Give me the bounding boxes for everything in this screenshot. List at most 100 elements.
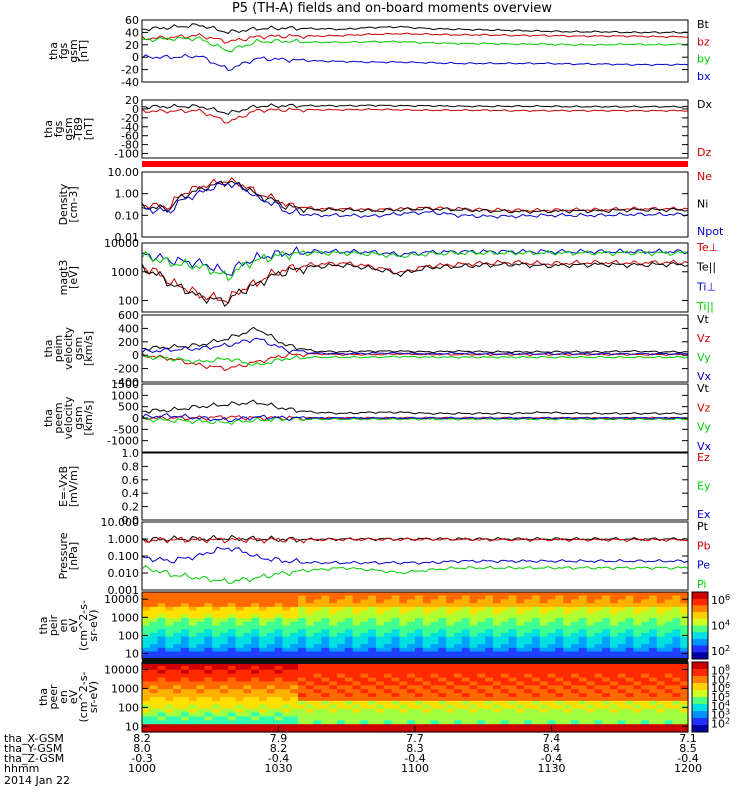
spectrogram-cell: [422, 669, 432, 675]
spectrogram-cell: [243, 693, 252, 698]
spectrogram-cell: [142, 655, 151, 660]
spectrogram-cell: [337, 640, 346, 645]
spectrogram-cell: [259, 693, 268, 698]
spectrogram-cell: [594, 606, 603, 612]
spectrogram-cell: [555, 632, 564, 638]
spectrogram-cell: [563, 625, 572, 630]
spectrogram-cell: [516, 640, 525, 645]
spectrogram-cell: [290, 618, 299, 623]
spectrogram-cell: [305, 724, 315, 729]
spectrogram-cell: [266, 640, 276, 645]
spectrogram-cell: [493, 716, 502, 721]
spectrogram-cell: [430, 724, 439, 729]
spectrogram-cell: [469, 728, 478, 733]
legend-label: Ni: [697, 198, 708, 211]
spectrogram-cell: [407, 681, 416, 686]
spectrogram-cell: [555, 599, 564, 604]
spectrogram-cell: [625, 681, 634, 686]
spectrogram-cell: [204, 632, 213, 638]
spectrogram-cell: [391, 669, 400, 675]
axis-column-value: 7.9: [270, 732, 288, 745]
spectrogram-cell: [539, 700, 549, 706]
spectrogram-cell: [446, 595, 455, 601]
spectrogram-cell: [641, 728, 650, 733]
spectrogram-cell: [641, 599, 650, 604]
spectrogram-cell: [344, 669, 354, 675]
spectrogram-cell: [571, 720, 580, 725]
spectrogram-cell: [477, 655, 486, 660]
spectrogram-cell: [516, 625, 525, 630]
spectrogram-cell: [617, 599, 627, 604]
ylabel-line: gsm: [72, 406, 85, 429]
spectrogram-cell: [368, 655, 377, 660]
spectrogram-cell: [469, 693, 478, 698]
spectrogram-cell: [383, 651, 393, 656]
spectrogram-cell: [649, 655, 658, 660]
spectrogram-cell: [571, 693, 580, 698]
spectrogram-cell: [454, 728, 463, 733]
spectrogram-cell: [610, 603, 619, 608]
spectrogram-cell: [188, 704, 198, 710]
spectrogram-cell: [368, 669, 377, 675]
spectrogram-cell: [243, 708, 252, 714]
spectrogram-cell: [181, 689, 190, 694]
spectrogram-cell: [274, 625, 283, 630]
spectrogram-cell: [313, 614, 322, 619]
spectrogram-cell: [493, 655, 502, 660]
legend-label: Ex: [697, 508, 711, 521]
legend-label: Bt: [697, 18, 710, 31]
spectrogram-cell: [329, 662, 338, 667]
spectrogram-cell: [313, 673, 322, 679]
spectrogram-cell: [610, 665, 619, 671]
spectrogram-cell: [298, 595, 307, 601]
spectrogram-cell: [539, 595, 549, 601]
spectrogram-cell: [407, 610, 416, 615]
spectrogram-cell: [633, 599, 642, 604]
spectrogram-cell: [500, 720, 510, 725]
spectrogram-cell: [672, 673, 681, 679]
spectrogram-cell: [376, 610, 385, 615]
spectrogram-cell: [360, 669, 369, 675]
spectrogram-cell: [204, 662, 213, 667]
spectrogram-cell: [500, 610, 510, 615]
spectrogram-cell: [422, 677, 432, 683]
spectrogram-cell: [469, 720, 478, 725]
spectrogram-cell: [227, 704, 237, 710]
spectrogram-cell: [547, 677, 556, 683]
spectrogram-cell: [220, 603, 229, 608]
spectrogram-cell: [500, 621, 510, 627]
spectrogram-cell: [493, 621, 502, 627]
spectrogram-cell: [680, 697, 689, 702]
spectrogram-cell: [438, 681, 447, 686]
legend-label: Ey: [697, 480, 711, 493]
plot-title: P5 (TH-A) fields and on-board moments ov…: [232, 1, 552, 16]
spectrogram-cell: [563, 724, 572, 729]
spectrogram-cell: [298, 632, 307, 638]
spectrogram-cell: [508, 629, 517, 634]
spectrogram-cell: [672, 632, 681, 638]
spectrogram-cell: [633, 677, 642, 683]
spectrogram-cell: [157, 625, 166, 630]
spectrogram-cell: [508, 677, 517, 683]
spectrogram-cell: [376, 728, 385, 733]
spectrogram-cell: [298, 673, 307, 679]
spectrogram-cell: [539, 689, 549, 694]
ytick-label: 1.0: [122, 447, 140, 460]
spectrogram-cell: [337, 712, 346, 718]
spectrogram-cell: [438, 697, 447, 702]
spectrogram-cell: [376, 693, 385, 698]
spectrogram-cell: [508, 704, 517, 710]
spectrogram-cell: [407, 644, 416, 649]
spectrogram-cell: [173, 592, 182, 597]
spectrogram-cell: [368, 610, 377, 615]
spectrogram-cell: [610, 618, 619, 623]
spectrogram-cell: [235, 720, 244, 725]
spectrogram-cell: [625, 720, 634, 725]
spectrogram-cell: [555, 636, 564, 641]
spectrogram-cell: [664, 704, 673, 710]
spectrogram-cell: [602, 647, 611, 653]
spectrogram-cell: [368, 662, 377, 667]
spectrogram-cell: [407, 599, 416, 604]
spectrogram-cell: [305, 677, 315, 683]
